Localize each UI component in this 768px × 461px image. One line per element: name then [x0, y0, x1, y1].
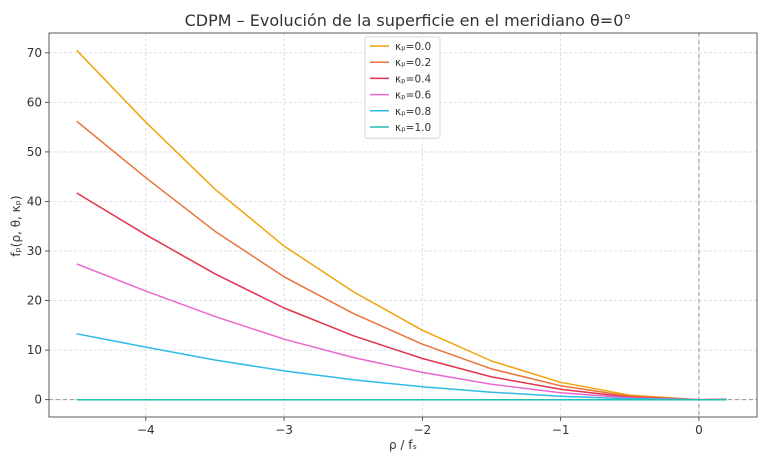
legend-label: κₚ=0.0	[395, 41, 431, 53]
legend-label: κₚ=0.6	[395, 90, 432, 102]
chart-title: CDPM – Evolución de la superficie en el …	[185, 11, 632, 30]
y-tick-label: 70	[27, 46, 42, 60]
y-tick-label: 10	[27, 343, 42, 357]
legend-label: κₚ=0.2	[395, 57, 431, 69]
legend-label: κₚ=0.8	[395, 106, 431, 118]
y-tick-label: 40	[27, 194, 42, 208]
y-tick-label: 30	[27, 244, 42, 258]
y-tick-label: 0	[34, 393, 42, 407]
series-line	[76, 263, 727, 401]
x-axis-ticks: −4 −3 −2 −1 0	[137, 417, 703, 437]
series-line	[76, 120, 727, 401]
y-axis-label: fₚ(ρ, θ, κₚ)	[9, 195, 23, 256]
x-axis-label: ρ / fₛ	[389, 438, 417, 452]
grid	[49, 33, 757, 417]
y-tick-label: 60	[27, 95, 42, 109]
x-tick-label: −4	[137, 423, 155, 437]
series-lines	[76, 49, 727, 401]
y-tick-label: 20	[27, 294, 42, 308]
y-axis-ticks: 0 10 20 30 40 50 60 70	[27, 46, 49, 407]
y-tick-label: 50	[27, 145, 42, 159]
series-line	[76, 333, 727, 401]
legend: κₚ=0.0 κₚ=0.2 κₚ=0.4 κₚ=0.6 κₚ=0.8 κₚ=1.0	[364, 36, 441, 139]
legend-label: κₚ=0.4	[395, 73, 432, 85]
plot-frame	[48, 32, 758, 418]
x-tick-label: −3	[275, 423, 293, 437]
legend-label: κₚ=1.0	[395, 122, 431, 134]
x-tick-label: 0	[695, 423, 703, 437]
x-tick-label: −2	[414, 423, 432, 437]
x-tick-label: −1	[552, 423, 570, 437]
